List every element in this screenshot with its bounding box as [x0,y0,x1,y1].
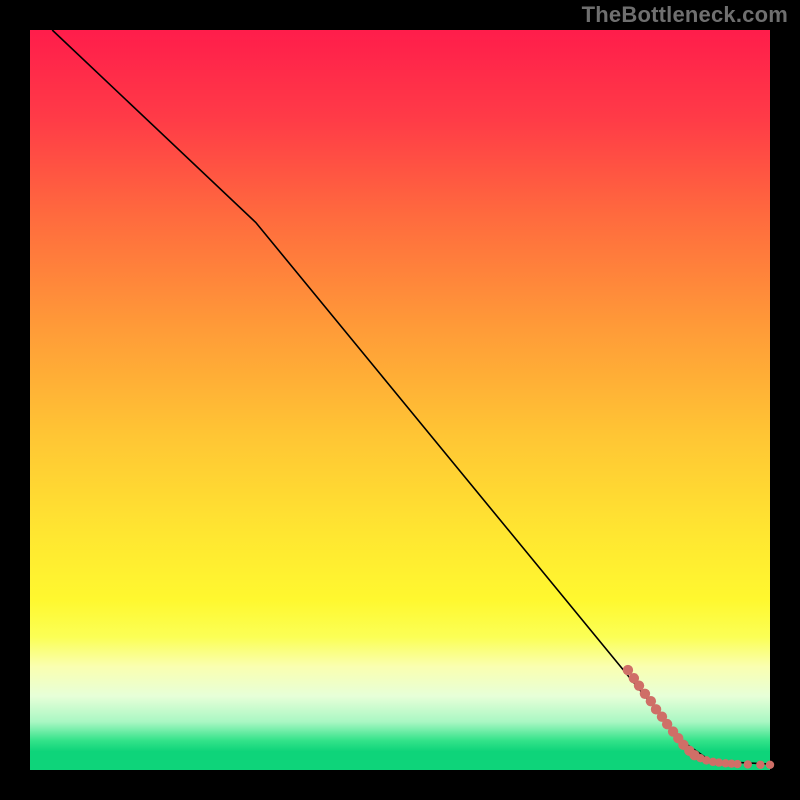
bottleneck-chart [0,0,800,800]
data-point [756,761,764,769]
attribution-text: TheBottleneck.com [582,2,788,28]
data-point [744,760,752,768]
plot-gradient-background [30,30,770,770]
data-point [766,761,774,769]
data-point [733,760,741,768]
